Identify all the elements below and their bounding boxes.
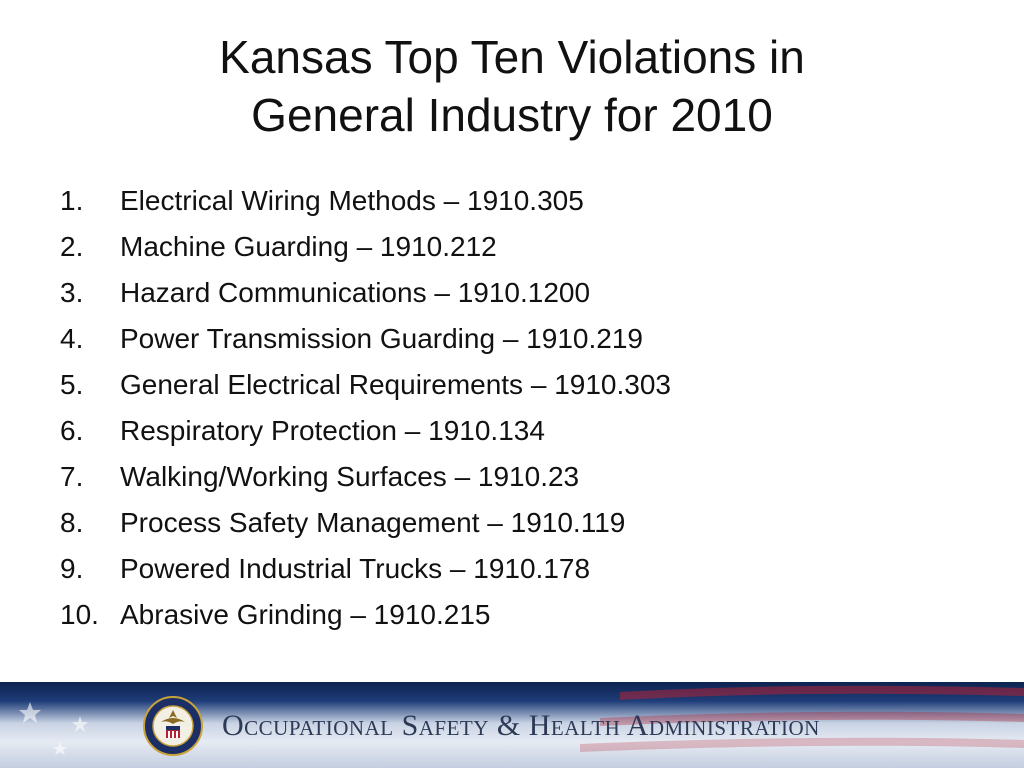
item-number: 5. [60,369,84,400]
item-text: Walking/Working Surfaces – 1910.23 [120,461,580,492]
list-item: 10. Abrasive Grinding – 1910.215 [60,592,960,638]
item-text: Powered Industrial Trucks – 1910.178 [120,553,591,584]
item-text: Hazard Communications – 1910.1200 [120,277,591,308]
title-line-2: General Industry for 2010 [251,89,773,141]
item-text: Abrasive Grinding – 1910.215 [120,599,491,630]
agency-name: Occupational Safety & Health Administrat… [222,709,820,742]
item-text: Machine Guarding – 1910.212 [120,231,497,262]
item-text: Process Safety Management – 1910.119 [120,507,626,538]
item-number: 3. [60,277,84,308]
item-number: 9. [60,553,84,584]
item-number: 2. [60,231,84,262]
item-text: Power Transmission Guarding – 1910.219 [120,323,643,354]
item-number: 8. [60,507,84,538]
item-number: 6. [60,415,84,446]
item-number: 7. [60,461,84,492]
list-item: 3. Hazard Communications – 1910.1200 [60,270,960,316]
list-item: 9. Powered Industrial Trucks – 1910.178 [60,546,960,592]
item-text: General Electrical Requirements – 1910.3… [120,369,671,400]
item-number: 1. [60,185,84,216]
list-item: 1. Electrical Wiring Methods – 1910.305 [60,178,960,224]
list-item: 4. Power Transmission Guarding – 1910.21… [60,316,960,362]
footer-banner: Occupational Safety & Health Administrat… [0,682,1024,768]
slide-title: Kansas Top Ten Violations in General Ind… [0,28,1024,144]
list-item: 2. Machine Guarding – 1910.212 [60,224,960,270]
list-item: 5. General Electrical Requirements – 191… [60,362,960,408]
item-text: Respiratory Protection – 1910.134 [120,415,545,446]
list-item: 7. Walking/Working Surfaces – 1910.23 [60,454,960,500]
list-item: 8. Process Safety Management – 1910.119 [60,500,960,546]
dol-seal-icon [143,696,203,756]
item-number: 10. [60,599,99,630]
flag-stripes-graphic [19,685,1024,755]
item-number: 4. [60,323,84,354]
item-text: Electrical Wiring Methods – 1910.305 [120,185,584,216]
violations-list: 1. Electrical Wiring Methods – 1910.305 … [60,178,960,638]
title-line-1: Kansas Top Ten Violations in [219,31,805,83]
list-item: 6. Respiratory Protection – 1910.134 [60,408,960,454]
